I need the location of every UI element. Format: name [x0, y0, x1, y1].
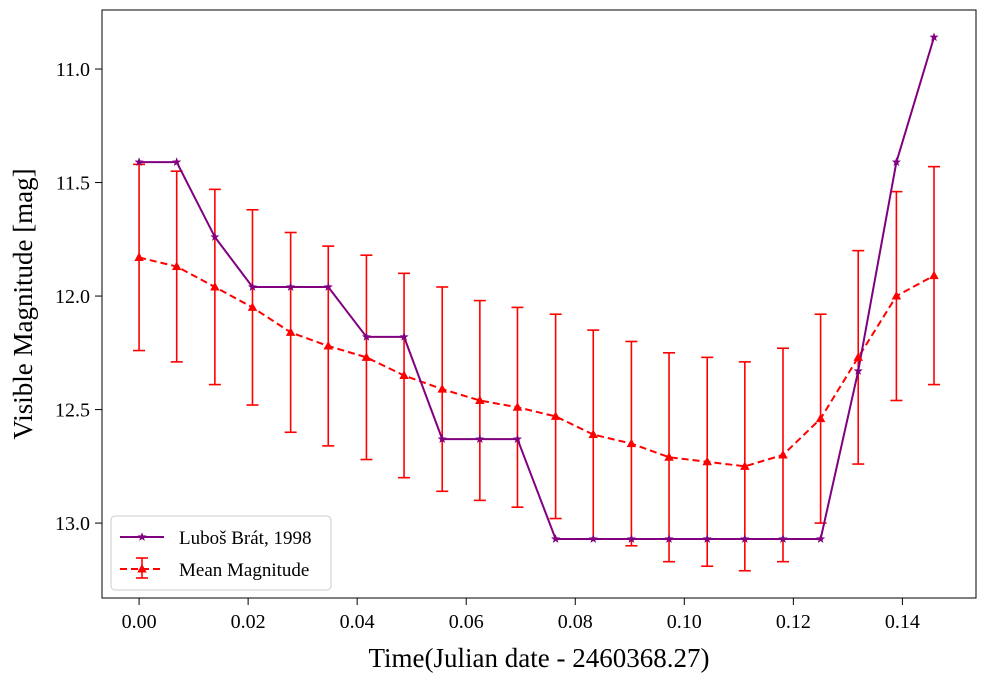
y-tick-label: 13.0 — [55, 513, 90, 535]
observed-magnitude-point — [172, 157, 182, 166]
mean-magnitude-point — [361, 352, 372, 361]
x-axis-label: Time(Julian date - 2460368.27) — [369, 643, 710, 673]
mean-magnitude-point — [399, 370, 409, 380]
observed-magnitude-point — [702, 534, 712, 543]
mean-magnitude-point — [550, 411, 561, 420]
x-tick-label: 0.08 — [558, 611, 593, 633]
observed-magnitude-point — [891, 157, 901, 166]
mean-magnitude-point — [778, 449, 788, 459]
mean-magnitude-point — [664, 452, 674, 461]
mean-magnitude-point — [740, 461, 750, 470]
mean-magnitude-point — [247, 302, 258, 311]
observed-magnitude-point — [512, 434, 523, 443]
x-tick-label: 0.10 — [667, 611, 702, 633]
legend-swatch-mean-marker — [137, 564, 147, 573]
mean-magnitude-point — [323, 341, 334, 350]
observed-magnitude-point — [778, 534, 788, 543]
mean-magnitude-point — [702, 456, 712, 466]
plot-frame — [101, 9, 977, 599]
legend-box — [110, 515, 332, 591]
mean-magnitude-point — [929, 270, 939, 280]
x-tick-label: 0.04 — [340, 611, 375, 633]
observed-magnitude-point — [816, 534, 826, 543]
mean-magnitude-point — [815, 413, 826, 423]
observed-magnitude-point — [853, 366, 863, 375]
y-tick-label: 12.5 — [55, 400, 90, 422]
observed-magnitude-point — [286, 282, 296, 291]
mean-magnitude-point — [588, 429, 599, 439]
mean-magnitude-point — [891, 291, 902, 300]
mean-magnitude-point — [475, 395, 485, 404]
observed-magnitude-line — [139, 36, 935, 540]
legend-entry-mean: Mean Magnitude — [179, 560, 309, 581]
observed-magnitude-point — [361, 332, 371, 341]
x-tick-label: 0.14 — [885, 611, 920, 633]
x-tick-label: 0.06 — [449, 611, 484, 633]
mean-magnitude-line — [138, 256, 935, 468]
observed-magnitude-point — [626, 534, 636, 543]
observed-magnitude-point — [134, 157, 144, 166]
mean-magnitude-point — [626, 438, 637, 448]
legend-entry-observed: Luboš Brát, 1998 — [179, 528, 311, 549]
x-tick-label: 0.00 — [122, 611, 157, 633]
observed-magnitude-point — [323, 282, 333, 291]
y-tick-label: 11.0 — [56, 59, 90, 81]
observed-magnitude-point — [588, 534, 598, 543]
observed-magnitude-point — [475, 434, 485, 443]
axis-ticks: 0.00 0.02 0.04 0.06 0.08 0.10 0.12 0.14 11.0 11.5… — [55, 59, 920, 633]
legend: Luboš Brát, 1998 Mean Magnitude — [110, 515, 332, 591]
x-tick-label: 0.12 — [776, 611, 811, 633]
mean-magnitude-point — [210, 281, 220, 291]
mean-magnitude-point — [853, 352, 863, 361]
observed-magnitude-point — [210, 232, 220, 241]
observed-magnitude-point — [664, 534, 674, 543]
observed-magnitude-point — [551, 534, 561, 543]
observed-magnitude-point — [929, 32, 939, 42]
legend-swatches — [120, 532, 164, 579]
mean-magnitude-point — [437, 384, 447, 393]
mean-magnitude-point — [512, 402, 523, 411]
mean-magnitude-point — [171, 261, 182, 271]
observed-magnitude-point — [247, 282, 258, 291]
observed-magnitude-point — [437, 434, 447, 443]
legend-swatch-observed-marker — [137, 532, 147, 541]
y-tick-label: 11.5 — [56, 173, 90, 195]
observed-magnitude-point — [399, 332, 409, 341]
observed-magnitude-point — [740, 534, 750, 543]
y-axis-label: Visible Magnitude [mag] — [8, 168, 38, 439]
y-tick-label: 12.0 — [55, 286, 90, 308]
mean-magnitude-point — [285, 327, 296, 336]
x-tick-label: 0.02 — [231, 611, 266, 633]
mean-magnitude-point — [134, 252, 144, 261]
chart-marks — [133, 32, 941, 572]
